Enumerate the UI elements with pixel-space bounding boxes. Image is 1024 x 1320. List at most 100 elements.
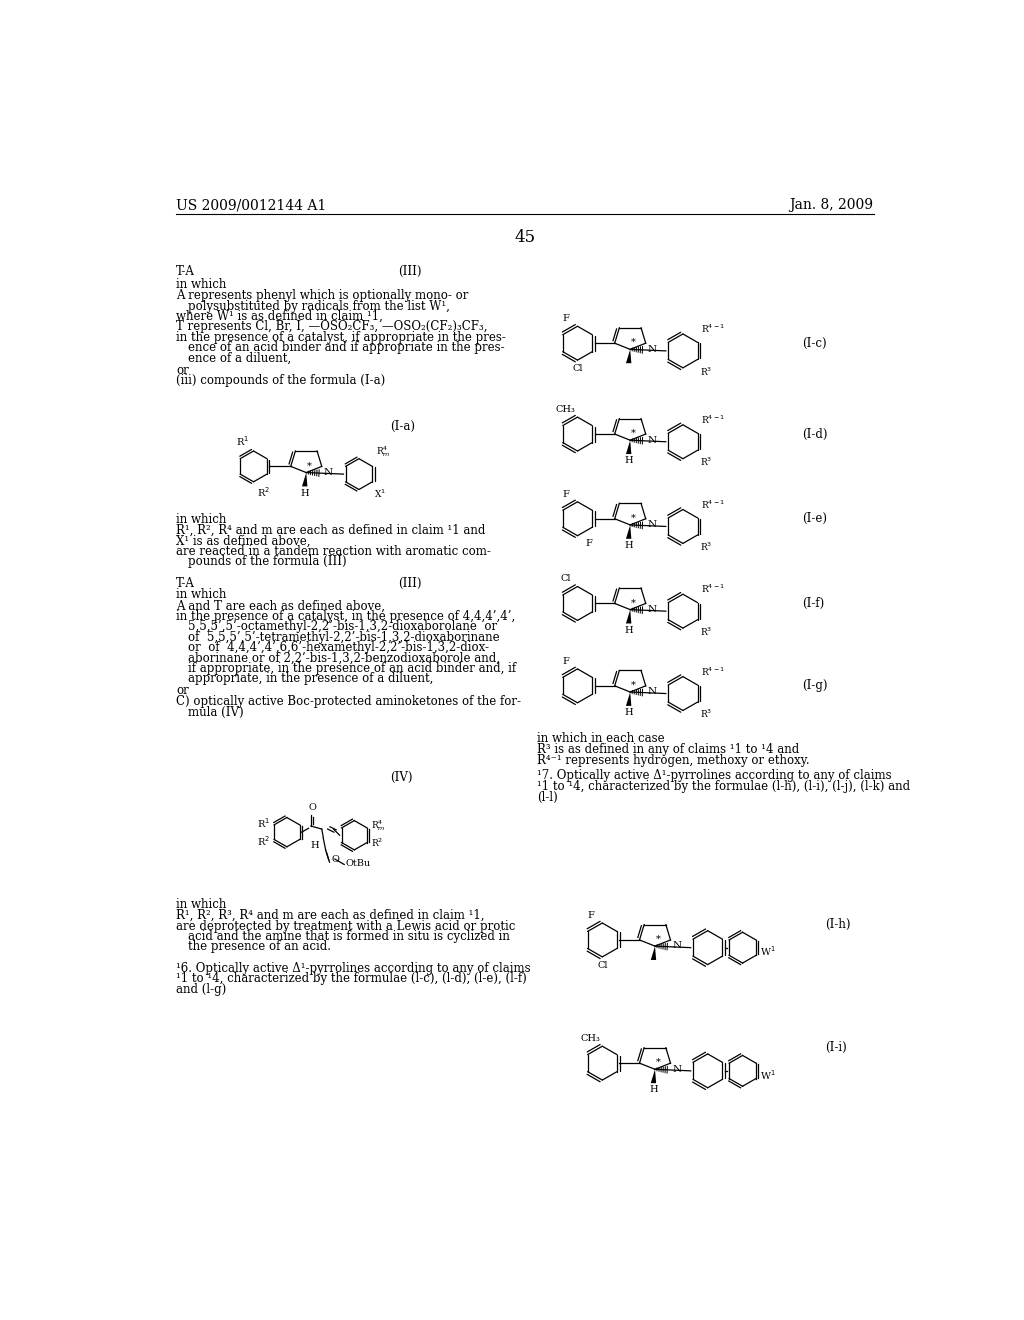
Text: X$^1$: X$^1$ <box>375 487 386 500</box>
Text: R$^3$: R$^3$ <box>699 541 712 553</box>
Text: R¹, R², R⁴ and m are each as defined in claim ¹1 and: R¹, R², R⁴ and m are each as defined in … <box>176 524 485 537</box>
Text: R$^3$: R$^3$ <box>699 455 712 469</box>
Polygon shape <box>650 946 656 960</box>
Text: in which: in which <box>176 512 226 525</box>
Text: Cl: Cl <box>560 574 571 583</box>
Text: *: * <box>631 513 636 523</box>
Text: (IV): (IV) <box>390 771 413 784</box>
Text: F: F <box>587 911 594 920</box>
Text: *: * <box>631 429 636 438</box>
Text: OtBu: OtBu <box>345 859 371 869</box>
Text: in which: in which <box>176 277 226 290</box>
Text: R$^{4-1}$: R$^{4-1}$ <box>701 583 725 595</box>
Polygon shape <box>626 525 632 539</box>
Text: (I-e): (I-e) <box>802 512 827 525</box>
Text: N: N <box>647 605 656 614</box>
Text: A and T are each as defined above,: A and T are each as defined above, <box>176 599 385 612</box>
Text: if appropriate, in the presence of an acid binder and, if: if appropriate, in the presence of an ac… <box>188 663 516 675</box>
Text: R$^3$: R$^3$ <box>699 626 712 638</box>
Text: R⁴⁻¹ represents hydrogen, methoxy or ethoxy.: R⁴⁻¹ represents hydrogen, methoxy or eth… <box>538 754 810 767</box>
Text: Cl: Cl <box>572 364 583 374</box>
Text: H: H <box>625 626 633 635</box>
Text: C) optically active Boc-protected aminoketones of the for-: C) optically active Boc-protected aminok… <box>176 696 521 708</box>
Text: R³ is as defined in any of claims ¹1 to ¹4 and: R³ is as defined in any of claims ¹1 to … <box>538 743 800 756</box>
Text: ¹6. Optically active Δ¹-pyrrolines according to any of claims: ¹6. Optically active Δ¹-pyrrolines accor… <box>176 961 530 974</box>
Polygon shape <box>626 441 632 454</box>
Text: (I-f): (I-f) <box>802 597 824 610</box>
Text: *: * <box>655 935 660 944</box>
Polygon shape <box>650 1069 656 1084</box>
Text: R¹, R², R³, R⁴ and m are each as defined in claim ¹1,: R¹, R², R³, R⁴ and m are each as defined… <box>176 909 484 923</box>
Text: (iii) compounds of the formula (I-a): (iii) compounds of the formula (I-a) <box>176 374 385 387</box>
Text: F: F <box>585 539 592 548</box>
Text: H: H <box>625 457 633 466</box>
Text: H: H <box>300 488 309 498</box>
Text: are deprotected by treatment with a Lewis acid or protic: are deprotected by treatment with a Lewi… <box>176 920 515 932</box>
Text: (I-h): (I-h) <box>825 917 851 931</box>
Text: *: * <box>307 461 312 470</box>
Text: (I-d): (I-d) <box>802 428 827 441</box>
Text: Cl: Cl <box>597 961 607 970</box>
Text: polysubstituted by radicals from the list W¹,: polysubstituted by radicals from the lis… <box>188 300 451 313</box>
Text: *: * <box>631 338 636 347</box>
Text: 45: 45 <box>514 230 536 247</box>
Text: of  5,5,5’,5’-tetramethyl-2,2’-bis-1,3,2-dioxaborinane: of 5,5,5’,5’-tetramethyl-2,2’-bis-1,3,2-… <box>188 631 500 644</box>
Text: appropriate, in the presence of a diluent,: appropriate, in the presence of a diluen… <box>188 672 434 685</box>
Text: the presence of an acid.: the presence of an acid. <box>188 940 332 953</box>
Text: A represents phenyl which is optionally mono- or: A represents phenyl which is optionally … <box>176 289 468 302</box>
Text: (I-g): (I-g) <box>802 680 827 693</box>
Text: H: H <box>625 541 633 550</box>
Text: T-A: T-A <box>176 577 195 590</box>
Text: H: H <box>649 1085 657 1094</box>
Text: (I-i): (I-i) <box>825 1041 847 1055</box>
Text: US 2009/0012144 A1: US 2009/0012144 A1 <box>176 198 327 213</box>
Text: N: N <box>647 520 656 529</box>
Text: ence of an acid binder and if appropriate in the pres-: ence of an acid binder and if appropriat… <box>188 342 505 354</box>
Text: in which in each case: in which in each case <box>538 733 665 744</box>
Text: H: H <box>311 841 319 850</box>
Text: aborinane or of 2,2’-bis-1,3,2-benzodioxaborole and,: aborinane or of 2,2’-bis-1,3,2-benzodiox… <box>188 652 501 664</box>
Text: F: F <box>562 490 569 499</box>
Polygon shape <box>626 350 632 363</box>
Text: (l-l): (l-l) <box>538 791 558 804</box>
Text: R$^{4-1}$: R$^{4-1}$ <box>701 498 725 511</box>
Text: R$^{4-1}$: R$^{4-1}$ <box>701 413 725 426</box>
Text: H: H <box>625 708 633 717</box>
Text: ¹1 to ¹4, characterized by the formulae (l-c), (l-d), (l-e), (l-f): ¹1 to ¹4, characterized by the formulae … <box>176 973 526 985</box>
Text: O: O <box>332 855 340 865</box>
Text: acid and the amine that is formed in situ is cyclized in: acid and the amine that is formed in sit… <box>188 929 510 942</box>
Text: (I-c): (I-c) <box>802 337 826 350</box>
Polygon shape <box>626 610 632 623</box>
Polygon shape <box>302 473 307 487</box>
Text: ¹1 to ¹4, characterized by the formulae (l-h), (l-i), (l-j), (l-k) and: ¹1 to ¹4, characterized by the formulae … <box>538 780 910 793</box>
Text: are reacted in a tandem reaction with aromatic com-: are reacted in a tandem reaction with ar… <box>176 545 490 558</box>
Text: mula (IV): mula (IV) <box>188 705 244 718</box>
Text: F: F <box>562 314 569 323</box>
Text: T represents Cl, Br, I, —OSO₂CF₃, —OSO₂(CF₂)₃CF₃,: T represents Cl, Br, I, —OSO₂CF₃, —OSO₂(… <box>176 321 487 334</box>
Text: or: or <box>176 684 188 697</box>
Text: R$^4_m$: R$^4_m$ <box>376 445 390 459</box>
Text: R$^2$: R$^2$ <box>257 486 270 499</box>
Text: R$^3$: R$^3$ <box>699 708 712 721</box>
Text: R$^2$: R$^2$ <box>371 837 383 849</box>
Text: N: N <box>647 688 656 697</box>
Text: W$^1$: W$^1$ <box>761 945 776 958</box>
Text: in which: in which <box>176 898 226 911</box>
Text: R$^3$: R$^3$ <box>699 366 712 378</box>
Text: (I-a): (I-a) <box>390 420 415 433</box>
Text: T-A: T-A <box>176 264 195 277</box>
Text: O: O <box>308 803 316 812</box>
Text: R$^1$: R$^1$ <box>257 817 270 830</box>
Text: CH₃: CH₃ <box>556 405 575 414</box>
Text: pounds of the formula (III): pounds of the formula (III) <box>188 556 347 569</box>
Polygon shape <box>626 692 632 706</box>
Text: ¹7. Optically active Δ¹-pyrrolines according to any of claims: ¹7. Optically active Δ¹-pyrrolines accor… <box>538 770 892 781</box>
Text: in the presence of a catalyst, in the presence of 4,4,4’,4’,: in the presence of a catalyst, in the pr… <box>176 610 515 623</box>
Text: R$^1$: R$^1$ <box>237 434 249 447</box>
Text: *: * <box>631 681 636 689</box>
Text: where W¹ is as defined in claim ¹1,: where W¹ is as defined in claim ¹1, <box>176 310 383 323</box>
Text: F: F <box>562 657 569 665</box>
Text: CH₃: CH₃ <box>581 1034 601 1043</box>
Text: R$^{4-1}$: R$^{4-1}$ <box>701 322 725 335</box>
Text: (III): (III) <box>397 264 421 277</box>
